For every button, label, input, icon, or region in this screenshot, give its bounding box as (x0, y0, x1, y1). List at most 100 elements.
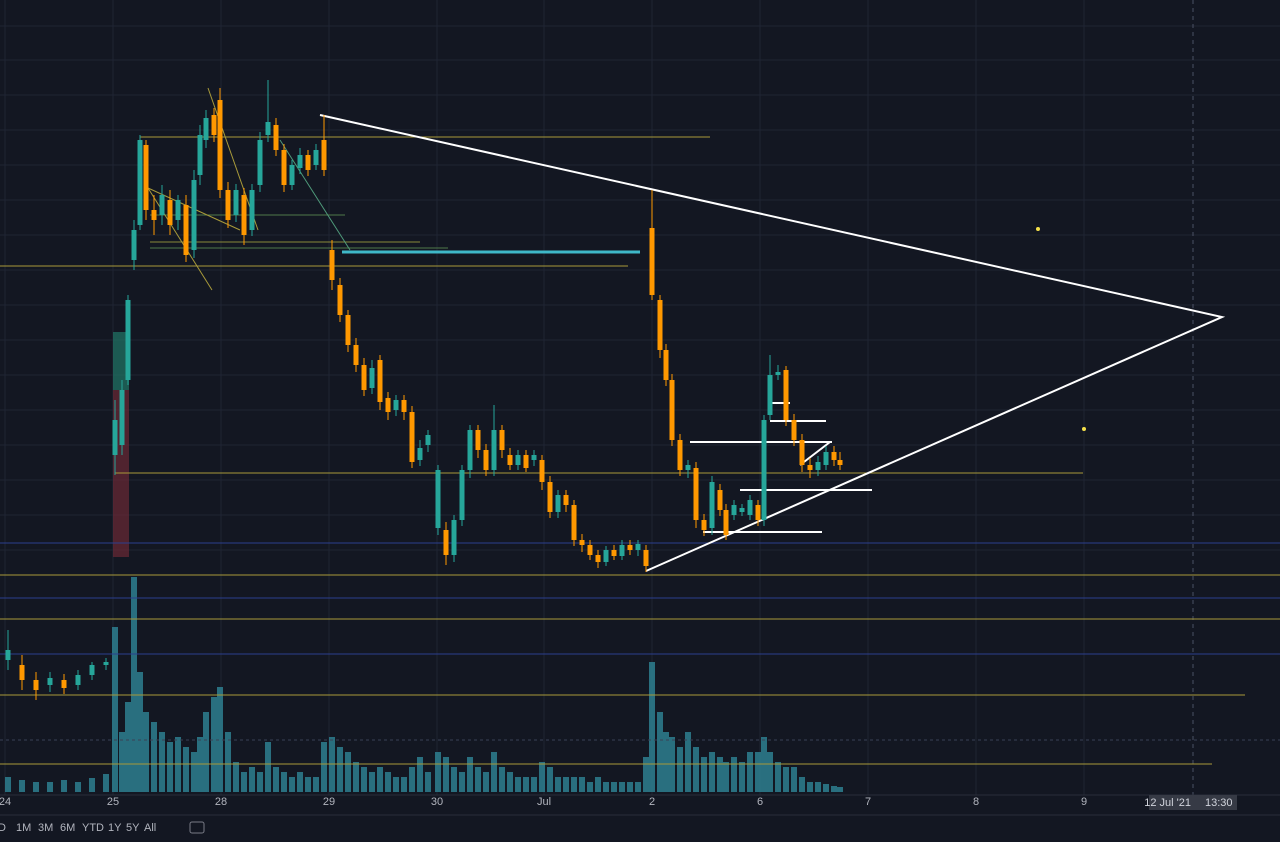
volume-bar (775, 762, 781, 792)
volume-bar (747, 752, 753, 792)
volume-bar (791, 767, 797, 792)
green-line (279, 139, 351, 251)
candle-body (579, 540, 585, 545)
candle-body (663, 350, 669, 380)
triangle (319, 114, 1226, 572)
volume-bar (491, 752, 497, 792)
candle-body (539, 460, 545, 482)
candle-body (337, 285, 343, 315)
volume-bar (499, 767, 505, 792)
candle-body (197, 135, 203, 175)
candle-body (723, 510, 729, 535)
candle-body (611, 550, 617, 556)
volume-bar (611, 782, 617, 792)
volume-bar (649, 662, 655, 792)
volume-bar (693, 747, 699, 792)
candle-body (685, 465, 691, 470)
candle-body (313, 150, 319, 165)
candle-body (467, 430, 473, 470)
volume-bar (281, 772, 287, 792)
candle-body (233, 190, 239, 215)
range-button[interactable]: 6M (60, 822, 75, 834)
range-button[interactable]: 3M (38, 822, 53, 834)
candle-body (755, 505, 761, 520)
range-button[interactable]: YTD (82, 822, 104, 834)
crosshair-label-bg (1149, 795, 1237, 810)
range-button[interactable]: 1M (16, 822, 31, 834)
volume-bar (643, 757, 649, 792)
candle-body (791, 420, 797, 440)
candle-body (571, 505, 577, 540)
candle-body (627, 545, 633, 550)
candle-body (693, 468, 699, 520)
candle-body (595, 555, 601, 562)
candle-body (807, 465, 813, 470)
candle-body (563, 495, 569, 505)
volume-bar (723, 762, 729, 792)
x-tick-label: 6 (757, 796, 763, 808)
range-button[interactable]: All (144, 822, 156, 834)
candle-body (89, 665, 95, 675)
volume-bar (563, 777, 569, 792)
candle-body (241, 195, 247, 235)
volume-bar (47, 782, 53, 792)
candle-body (451, 520, 457, 555)
volume-bar (143, 712, 149, 792)
candle-body (281, 150, 287, 185)
volume-bar (815, 782, 821, 792)
candle-body (443, 530, 449, 555)
volume-bar (579, 777, 585, 792)
candle-body (33, 680, 39, 690)
volume-bar (33, 782, 39, 792)
volume-bar (555, 777, 561, 792)
drawings (0, 87, 1280, 765)
candle-body (329, 250, 335, 280)
candle-body (709, 482, 715, 528)
green-zone (113, 332, 129, 390)
range-button[interactable]: 1Y (108, 822, 122, 834)
candle-body (783, 370, 789, 420)
dot (1082, 427, 1086, 431)
x-tick-label: 25 (107, 796, 119, 808)
volume-bar (369, 772, 375, 792)
volume-bar (731, 757, 737, 792)
candle-body (361, 365, 367, 390)
volume-bar (425, 772, 431, 792)
candle-body (265, 122, 271, 135)
volume-bar (443, 757, 449, 792)
candle-body (815, 462, 821, 470)
dot (1036, 227, 1040, 231)
volume-bar (523, 777, 529, 792)
volume-bar (265, 742, 271, 792)
candle-body (137, 140, 143, 225)
volume-bar (807, 782, 813, 792)
volume-bar (459, 772, 465, 792)
volume-bar (393, 777, 399, 792)
volume-bar (663, 732, 669, 792)
volume-bar (595, 777, 601, 792)
candle-body (669, 380, 675, 440)
candle-body (515, 455, 521, 465)
volume-bar (167, 742, 173, 792)
candle-body (475, 430, 481, 450)
volume-bar (103, 774, 109, 792)
candle-body (409, 412, 415, 462)
range-button[interactable]: D (0, 822, 6, 834)
volume-bar (257, 772, 263, 792)
volume-bar (249, 767, 255, 792)
volume-bar (475, 767, 481, 792)
volume-bar (61, 780, 67, 792)
volume-bar (289, 777, 295, 792)
candle-body (731, 505, 737, 515)
date-range-icon[interactable] (189, 821, 205, 834)
volume-bar (19, 780, 25, 792)
candle-body (273, 125, 279, 150)
x-tick-label: 8 (973, 796, 979, 808)
volume-bar (385, 772, 391, 792)
range-button[interactable]: 5Y (126, 822, 140, 834)
volume-bar (619, 782, 625, 792)
candle-body (377, 360, 383, 402)
candle-body (167, 200, 173, 225)
volume-bar (233, 762, 239, 792)
x-tick-label: 9 (1081, 796, 1087, 808)
